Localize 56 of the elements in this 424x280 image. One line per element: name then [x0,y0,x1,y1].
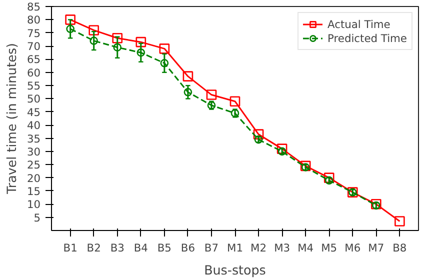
x-tick-label: B5 [157,242,172,254]
x-tick-label: M1 [227,242,243,254]
y-tick-label: 5 [34,211,40,224]
y-tick-label: 70 [26,40,41,54]
x-tick-label: B8 [392,242,407,254]
point [113,43,122,52]
point [276,144,288,154]
point [88,25,99,36]
point [371,198,382,210]
x-tick-label: B1 [63,242,78,254]
y-tick-label: 15 [26,184,41,198]
x-tick-label: M6 [344,242,361,254]
y-tick-label: 35 [26,132,41,146]
x-tick-label: B4 [134,242,148,254]
x-tick-label: B6 [180,242,196,254]
point [160,59,169,68]
point [184,88,192,96]
x-tick-label: B3 [110,242,124,254]
point [136,36,146,48]
legend-label: Predicted Time [328,31,407,45]
point [66,24,74,34]
x-tick-label: M3 [274,242,290,254]
point [206,90,217,100]
y-tick-label: 50 [26,92,41,106]
point [112,32,123,44]
x-tick-label: B2 [86,242,101,254]
y-tick-label: 80 [26,14,41,27]
y-tick-label: 85 [26,0,41,14]
point [90,36,98,45]
y-tick-label: 40 [26,119,41,132]
x-tick-label: M2 [250,242,267,254]
y-tick-label: 30 [26,145,41,158]
point [394,216,405,226]
y-axis-title: Travel time (in minutes) [4,43,19,195]
y-tick-label: 25 [26,158,41,172]
y-tick-label: 75 [26,26,41,40]
point [65,14,76,25]
point [136,48,146,57]
y-tick-label: 65 [26,53,41,66]
point [182,71,194,82]
x-tick-label: M4 [298,242,314,254]
y-tick-label: 55 [26,80,41,93]
x-tick-label: B7 [204,242,219,254]
y-tick-label: 45 [26,106,41,119]
point [159,44,170,54]
point [300,160,311,172]
y-tick-label: 10 [26,198,41,212]
x-tick-label: M7 [368,242,384,254]
x-axis-title: Bus-stops [204,262,266,278]
y-tick-label: 60 [26,66,41,80]
point [230,96,240,107]
y-tick-label: 20 [26,172,41,185]
legend-label: Actual Time [328,17,390,31]
x-tick-label: M5 [321,242,338,254]
point [253,129,264,140]
point [324,172,334,183]
